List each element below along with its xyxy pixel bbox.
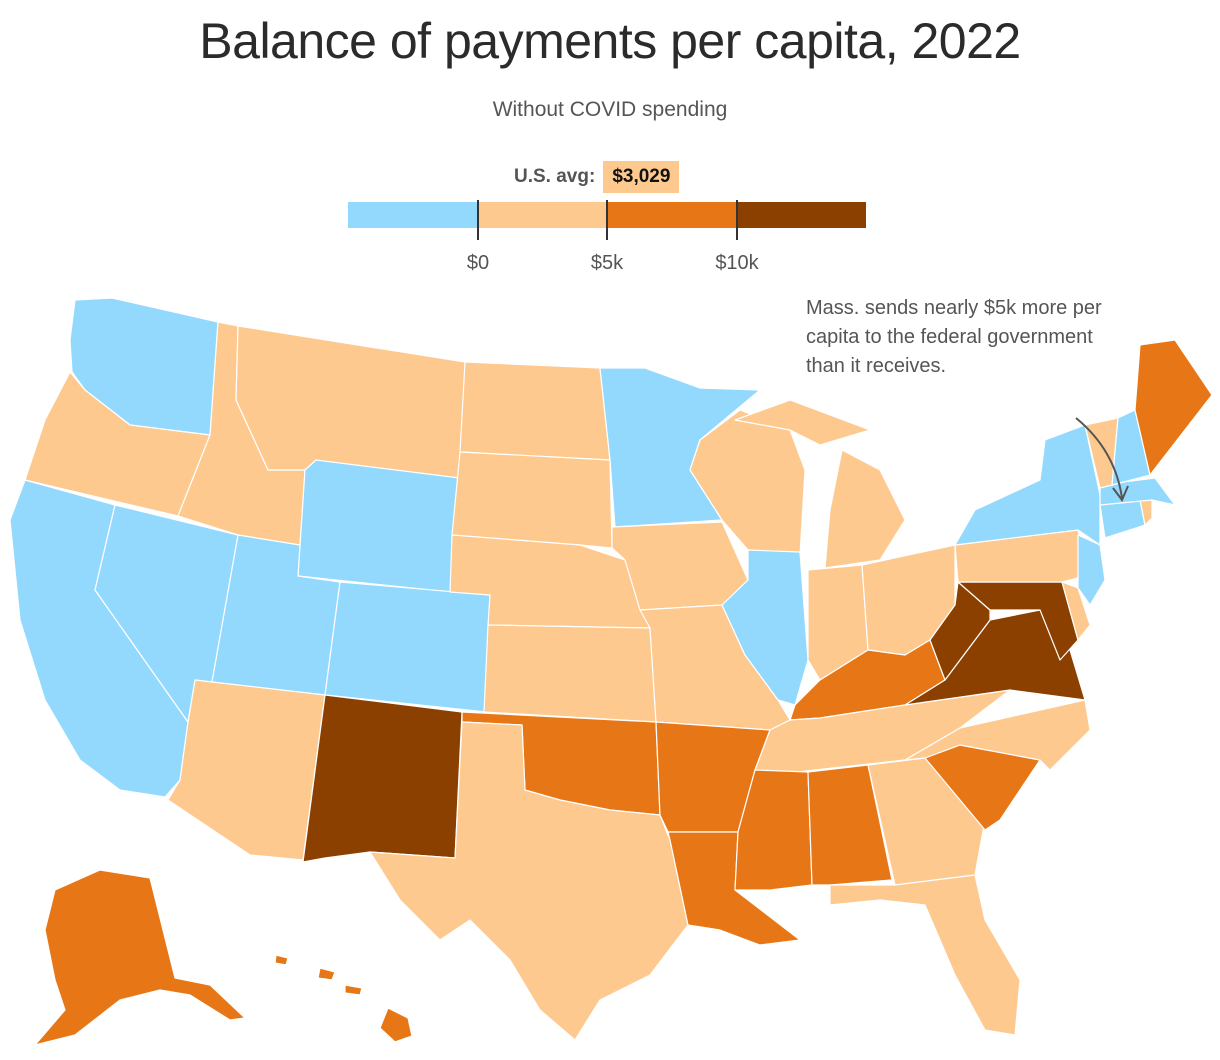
state-al — [807, 764, 893, 886]
legend-over-10k — [737, 202, 866, 228]
state-ak — [34, 869, 246, 1046]
state-nd — [459, 361, 611, 461]
legend-5k-to-10k — [608, 202, 737, 228]
state-wy — [297, 459, 461, 593]
state-de — [1061, 581, 1091, 641]
state-tx — [369, 721, 689, 1041]
legend-tick-label-0: $0 — [466, 252, 490, 274]
state-co — [324, 581, 491, 713]
state-az — [167, 679, 326, 861]
state-ct — [1099, 499, 1146, 539]
chart-title: Balance of payments per capita, 2022 — [199, 13, 1021, 69]
annotation-text: Mass. sends nearly $5k more per capita t… — [806, 297, 1102, 377]
state-mt — [235, 325, 466, 479]
state-ny — [954, 424, 1101, 546]
state-me — [1134, 339, 1213, 476]
legend-tick-5k — [606, 200, 608, 240]
us-average-label: U.S. avg: — [514, 166, 596, 187]
legend-zero-to-5k — [478, 202, 608, 228]
state-nc — [904, 699, 1091, 771]
legend-tick-0 — [477, 200, 479, 240]
legend-negative — [348, 202, 478, 228]
legend-bar — [348, 202, 866, 228]
state-nm — [302, 694, 463, 863]
state-sd — [451, 451, 613, 549]
state-ks — [483, 624, 657, 723]
state-hi — [274, 954, 413, 1043]
legend-tick-label-5k: $5k — [590, 252, 624, 274]
annotation-arrowhead — [1112, 485, 1129, 502]
state-fl — [829, 874, 1021, 1036]
annotation-arrow — [1075, 417, 1123, 499]
state-il — [721, 549, 809, 706]
legend-tick-10k — [736, 200, 738, 240]
us-average: U.S. avg: $3,029 — [514, 160, 680, 194]
chart-subtitle: Without COVID spending — [492, 98, 728, 121]
legend-tick-label-10k: $10k — [715, 252, 759, 274]
us-average-value: $3,029 — [603, 161, 680, 193]
state-mi — [734, 399, 906, 569]
state-nj — [1077, 534, 1106, 606]
